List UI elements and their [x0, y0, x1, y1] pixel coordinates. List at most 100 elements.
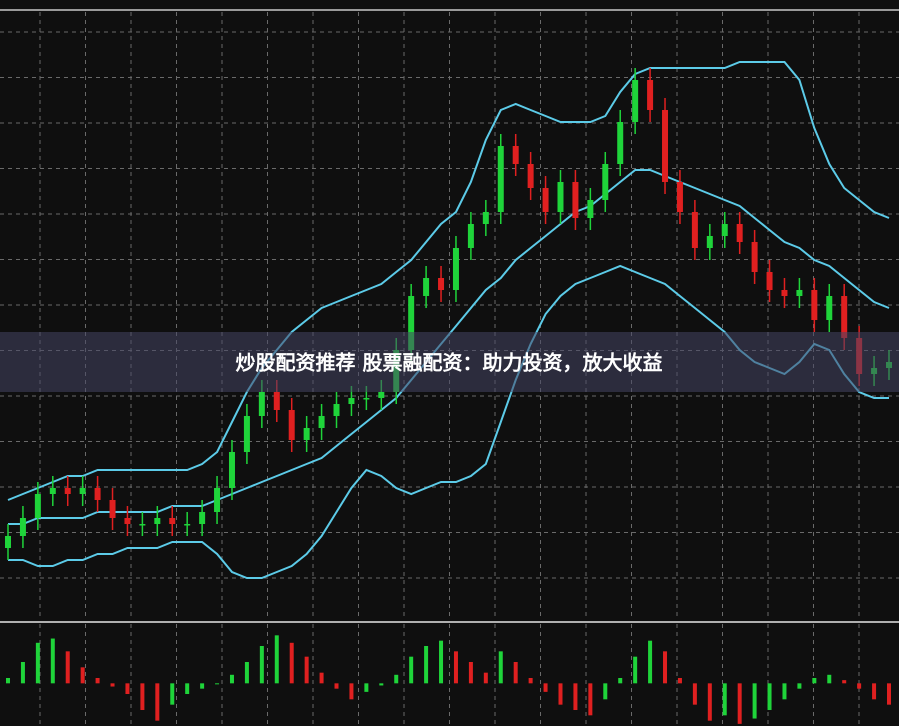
caption-band	[0, 332, 899, 392]
histogram-bar	[827, 674, 832, 684]
histogram-bar	[259, 646, 264, 684]
histogram-bar	[722, 683, 727, 716]
candle-body	[94, 488, 101, 500]
candle-body	[258, 392, 265, 416]
histogram-bar	[857, 683, 862, 689]
histogram-bar	[513, 662, 518, 684]
histogram-bar	[125, 683, 130, 694]
histogram-bar	[752, 683, 757, 719]
caption: 炒股配资推荐 股票融配资：助力投资，放大收益	[236, 351, 663, 375]
candle-body	[363, 398, 370, 400]
candle-body	[109, 500, 116, 518]
histogram-panel	[6, 635, 891, 724]
candle-body	[542, 188, 549, 212]
histogram-bar	[782, 683, 787, 700]
candle-body	[139, 524, 146, 526]
candle-body	[288, 410, 295, 440]
histogram-bar	[319, 672, 324, 684]
candle-body	[826, 296, 833, 320]
histogram-bar	[663, 651, 668, 684]
candle-body	[348, 398, 355, 404]
histogram-bar	[304, 656, 309, 684]
candle-body	[497, 146, 504, 212]
candle-body	[557, 182, 564, 212]
histogram-bar	[379, 683, 384, 686]
candle-body	[79, 488, 86, 494]
candle-body	[706, 236, 713, 248]
candle-body	[378, 392, 385, 398]
histogram-bar	[80, 667, 85, 684]
histogram-bar	[677, 678, 682, 684]
candle-body	[124, 518, 131, 524]
histogram-bar	[439, 640, 444, 684]
candle-body	[438, 278, 445, 290]
candle-body	[333, 404, 340, 416]
histogram-bar	[842, 680, 847, 684]
candle-body	[647, 80, 654, 110]
histogram-bar	[155, 683, 160, 721]
histogram-bar	[588, 683, 593, 716]
candle-body	[781, 290, 788, 296]
candle-body	[721, 224, 728, 236]
candle-body	[676, 182, 683, 212]
histogram-bar	[140, 683, 145, 710]
candle-body	[811, 290, 818, 320]
candle-body	[662, 110, 669, 182]
candle-body	[169, 518, 176, 524]
histogram-bar	[737, 683, 742, 724]
histogram-bar	[453, 651, 458, 684]
histogram-bar	[887, 683, 891, 705]
candle-body	[766, 272, 773, 290]
histogram-bar	[692, 683, 697, 705]
histogram-bar	[394, 674, 399, 684]
candle-body	[318, 416, 325, 428]
candle-body	[452, 248, 459, 290]
candle-body	[243, 416, 250, 452]
candle-body	[632, 80, 639, 122]
candle-body	[154, 518, 161, 524]
candle-body	[527, 164, 534, 188]
candle-body	[602, 164, 609, 200]
candle-body	[841, 296, 848, 338]
histogram-bar	[797, 683, 802, 689]
histogram-bar	[289, 642, 294, 684]
candle-body	[423, 278, 430, 296]
histogram-bar	[558, 683, 563, 705]
candle-body	[184, 524, 191, 526]
histogram-bar	[6, 678, 10, 684]
candle-body	[751, 242, 758, 272]
histogram-bar	[50, 638, 55, 684]
candle-body	[303, 428, 310, 440]
histogram-bar	[349, 683, 354, 700]
histogram-bar	[185, 683, 190, 694]
candle-body	[19, 518, 26, 536]
candle-body	[796, 290, 803, 296]
histogram-bar	[334, 683, 339, 689]
candle-body	[691, 212, 698, 248]
candle-body	[273, 392, 280, 410]
histogram-bar	[872, 683, 877, 700]
histogram-bar	[274, 635, 279, 684]
candle-body	[587, 200, 594, 218]
histogram-bar	[767, 683, 772, 710]
histogram-bar	[95, 678, 100, 684]
histogram-bar	[409, 656, 414, 684]
candle-body	[736, 224, 743, 242]
histogram-bar	[65, 651, 70, 684]
histogram-bar	[170, 683, 175, 705]
candle-body	[49, 488, 56, 494]
histogram-bar	[603, 683, 608, 700]
histogram-bar	[110, 683, 115, 687]
histogram-bar	[483, 672, 488, 684]
histogram-bar	[498, 651, 503, 684]
histogram-bar	[543, 683, 548, 692]
histogram-bar	[424, 646, 429, 684]
candle-body	[214, 488, 221, 512]
candle-body	[482, 212, 489, 224]
histogram-bar	[200, 683, 205, 689]
histogram-bar	[244, 662, 249, 684]
histogram-bar	[364, 683, 369, 692]
band-upper	[7, 61, 890, 501]
histogram-bar	[633, 656, 638, 684]
